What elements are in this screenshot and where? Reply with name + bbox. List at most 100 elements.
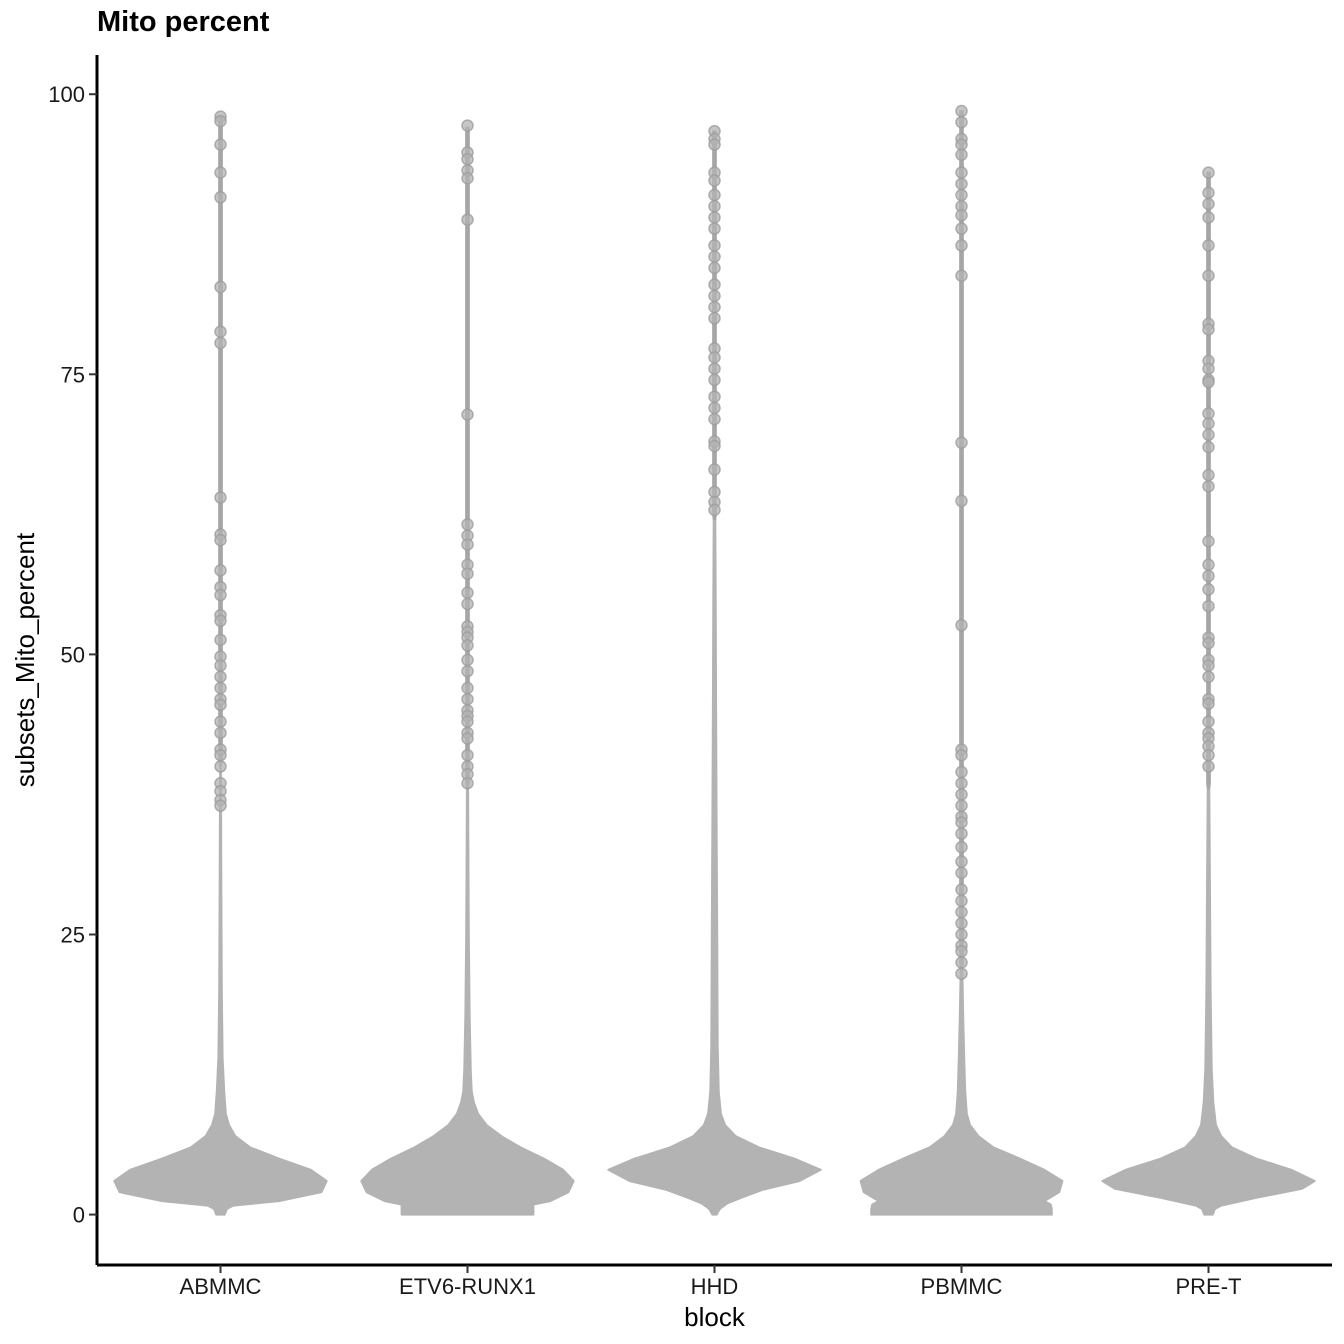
outlier-point (1202, 323, 1215, 336)
outlier-point (708, 250, 721, 263)
outlier-point (955, 104, 968, 118)
outlier-point (955, 188, 968, 202)
outlier-point (708, 188, 721, 202)
outlier-point (461, 119, 474, 132)
outlier-point (708, 261, 721, 275)
outlier-point (1202, 480, 1215, 493)
outlier-point (214, 670, 227, 684)
outlier-point (1202, 239, 1215, 252)
outlier-point (461, 586, 474, 600)
outlier-point (1202, 636, 1215, 650)
outlier-point (708, 239, 721, 252)
outlier-point (955, 894, 968, 908)
outlier-point (461, 715, 474, 728)
outlier-point (708, 390, 721, 403)
outlier-point (214, 726, 227, 740)
outlier-point (461, 213, 474, 226)
outlier-point (1202, 375, 1215, 389)
outlier-point (461, 567, 474, 580)
outlier-point (708, 439, 721, 453)
outlier-point (214, 325, 227, 338)
outlier-point (461, 653, 474, 667)
outlier-point (214, 564, 227, 577)
outlier-point (214, 614, 227, 628)
outlier-point (461, 692, 474, 706)
outlier-point (708, 211, 721, 224)
y-tick-label: 50 (61, 642, 85, 667)
outlier-point (461, 681, 474, 695)
outlier-point (708, 463, 721, 476)
outlier-point (955, 436, 968, 449)
outlier-point (708, 373, 721, 387)
outlier-point (214, 588, 227, 602)
outlier-point (1202, 186, 1215, 200)
outlier-point (708, 222, 721, 235)
outlier-point (214, 698, 227, 712)
y-tick-label: 75 (61, 362, 85, 387)
outlier-point (214, 114, 227, 128)
outlier-point (708, 300, 721, 314)
outlier-point (214, 633, 227, 647)
x-tick-label: PBMMC (921, 1274, 1003, 1299)
outlier-point (1202, 362, 1215, 375)
outlier-point (955, 788, 968, 801)
outlier-point (708, 138, 721, 151)
outlier-point (1202, 417, 1215, 430)
outlier-point (1202, 659, 1215, 672)
y-axis-title: subsets_Mito_percent (10, 532, 40, 787)
x-axis-title: block (684, 1302, 746, 1332)
outlier-point (708, 289, 721, 303)
outlier-point (1202, 748, 1215, 762)
chart-title: Mito percent (97, 6, 270, 38)
x-axis-ticks: ABMMC ETV6-RUNX1 HHD PBMMC PRE-T (180, 1265, 1242, 1299)
outlier-point (708, 401, 721, 415)
outlier-points-layer (214, 104, 1215, 980)
outlier-point (461, 639, 474, 652)
outlier-point (955, 816, 968, 829)
outlier-point (214, 799, 227, 812)
outlier-point (955, 222, 968, 235)
outlier-point (708, 412, 721, 426)
outlier-point (955, 765, 968, 779)
y-tick-label: 0 (73, 1203, 85, 1228)
outlier-point (955, 905, 968, 919)
outlier-point (461, 664, 474, 678)
outlier-point (955, 799, 968, 812)
outlier-point (955, 239, 968, 252)
x-tick-label: HHD (691, 1274, 739, 1299)
x-tick-label: ETV6-RUNX1 (399, 1274, 536, 1299)
outlier-point (955, 115, 968, 129)
outlier-point (214, 533, 227, 547)
outlier-point (214, 760, 227, 773)
outlier-point (214, 166, 227, 179)
outlier-point (1202, 440, 1215, 454)
outlier-point (1202, 760, 1215, 773)
outlier-point (461, 152, 474, 166)
outlier-point (955, 776, 968, 790)
outlier-point (1202, 715, 1215, 728)
outlier-point (1202, 583, 1215, 596)
outlier-point (708, 503, 721, 517)
outlier-point (708, 312, 721, 325)
outlier-point (214, 336, 227, 350)
outlier-point (461, 518, 474, 531)
outlier-point (1202, 269, 1215, 282)
outlier-point (1202, 670, 1215, 684)
outlier-point (214, 748, 227, 762)
outlier-point (955, 883, 968, 896)
outlier-point (708, 174, 721, 187)
outlier-point (955, 494, 968, 508)
outlier-point (955, 177, 968, 191)
outlier-point (955, 917, 968, 930)
outlier-point (955, 748, 968, 762)
outlier-point (461, 171, 474, 185)
outlier-point (1202, 166, 1215, 179)
outlier-point (461, 732, 474, 745)
x-tick-label: PRE-T (1176, 1274, 1242, 1299)
outlier-point (461, 597, 474, 611)
outlier-point (214, 715, 227, 728)
outlier-point (1202, 534, 1215, 548)
outlier-point (955, 945, 968, 958)
outlier-point (955, 827, 968, 840)
